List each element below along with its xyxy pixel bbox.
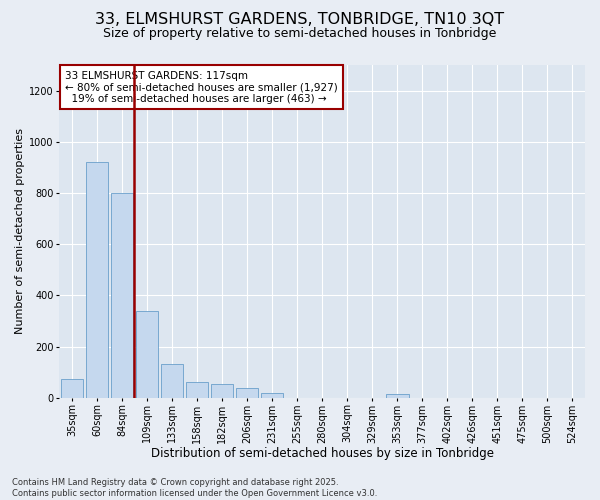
Bar	[161, 364, 183, 398]
Text: Size of property relative to semi-detached houses in Tonbridge: Size of property relative to semi-detach…	[103, 28, 497, 40]
Bar	[136, 310, 158, 398]
Text: Contains HM Land Registry data © Crown copyright and database right 2025.
Contai: Contains HM Land Registry data © Crown c…	[12, 478, 377, 498]
Text: 33, ELMSHURST GARDENS, TONBRIDGE, TN10 3QT: 33, ELMSHURST GARDENS, TONBRIDGE, TN10 3…	[95, 12, 505, 28]
X-axis label: Distribution of semi-detached houses by size in Tonbridge: Distribution of semi-detached houses by …	[151, 447, 494, 460]
Bar	[211, 384, 233, 398]
Bar	[261, 392, 283, 398]
Bar	[186, 382, 208, 398]
Bar	[86, 162, 108, 398]
Bar	[61, 378, 83, 398]
Text: 33 ELMSHURST GARDENS: 117sqm
← 80% of semi-detached houses are smaller (1,927)
 : 33 ELMSHURST GARDENS: 117sqm ← 80% of se…	[65, 70, 338, 104]
Bar	[386, 394, 409, 398]
Bar	[236, 388, 259, 398]
Y-axis label: Number of semi-detached properties: Number of semi-detached properties	[15, 128, 25, 334]
Bar	[110, 193, 133, 398]
